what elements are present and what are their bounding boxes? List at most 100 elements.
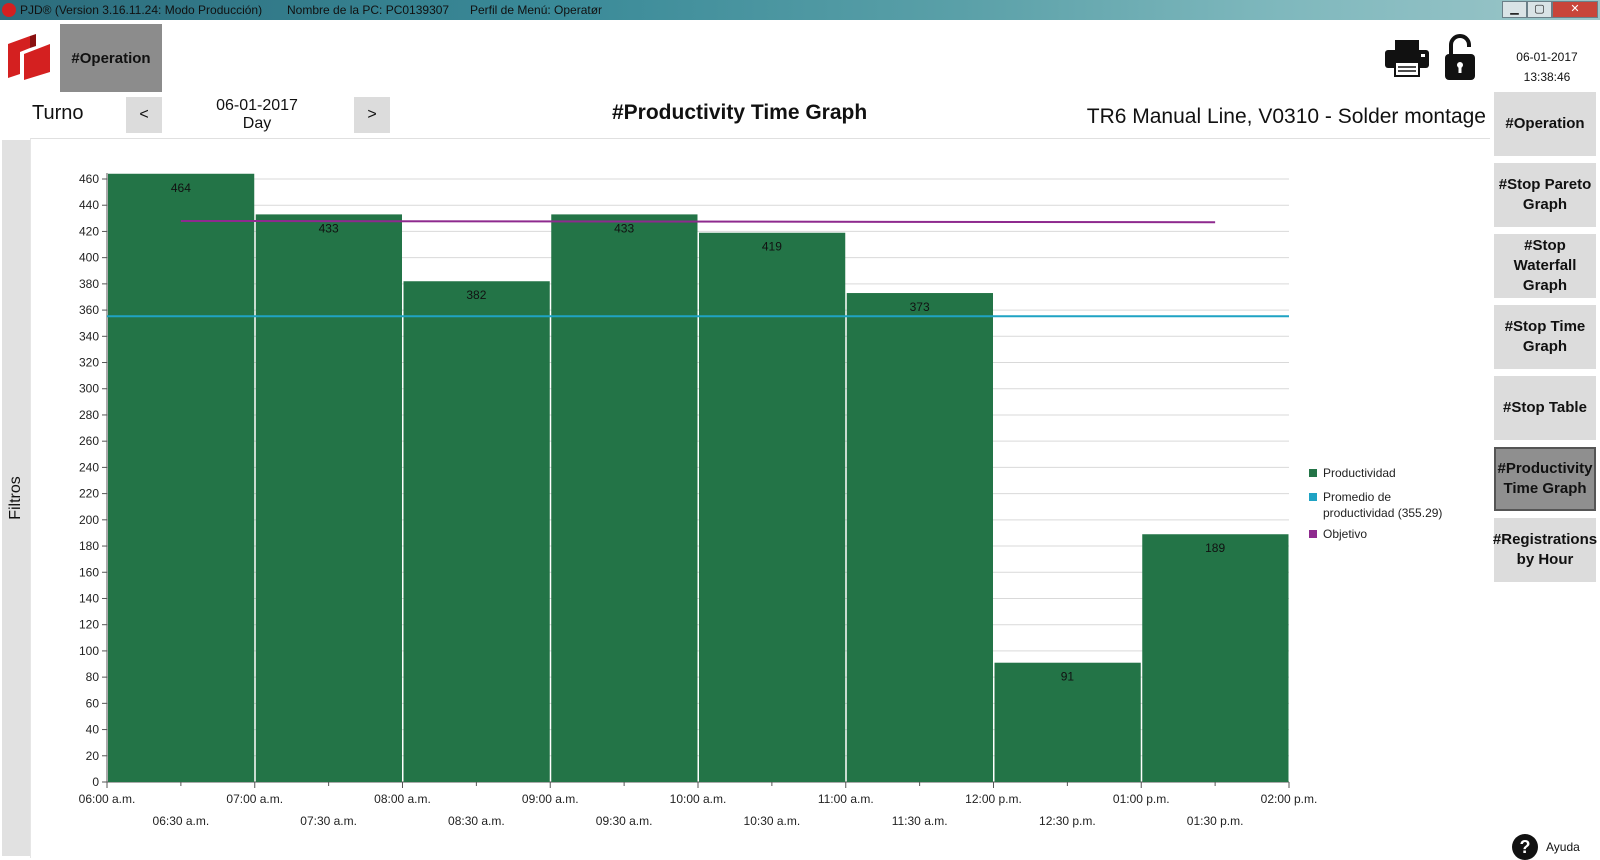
maximize-button[interactable]: ▢	[1527, 1, 1552, 18]
help-icon: ?	[1512, 834, 1538, 860]
close-icon: ✕	[1570, 3, 1580, 15]
line-name: TR6 Manual Line, V0310 - Solder montage	[1086, 105, 1486, 128]
x-major-tick-label: 12:00 p.m.	[965, 792, 1022, 806]
x-major-tick-label: 08:00 a.m.	[374, 792, 431, 806]
y-tick-label: 460	[79, 172, 99, 186]
y-tick-label: 300	[79, 382, 99, 396]
y-tick-label: 400	[79, 251, 99, 265]
company-logo	[8, 34, 50, 80]
minimize-icon: ▁	[1510, 3, 1519, 15]
filters-label: Filtros	[7, 476, 24, 520]
operation-tab[interactable]: #Operation	[60, 24, 162, 92]
y-tick-label: 20	[86, 749, 100, 763]
x-minor-tick-label: 10:30 a.m.	[744, 814, 801, 828]
productivity-bar	[1142, 534, 1289, 782]
x-minor-tick-label: 07:30 a.m.	[300, 814, 357, 828]
legend-label-objetivo: Objetivo	[1323, 527, 1367, 541]
x-minor-tick-label: 01:30 p.m.	[1187, 814, 1244, 828]
x-major-tick-label: 11:00 a.m.	[818, 792, 874, 806]
y-tick-label: 140	[79, 591, 99, 605]
x-major-tick-label: 01:00 p.m.	[1113, 792, 1170, 806]
productivity-bar	[403, 281, 550, 782]
y-tick-label: 40	[86, 723, 100, 737]
y-tick-label: 360	[79, 303, 99, 317]
bar-value-label: 189	[1205, 541, 1225, 555]
bar-value-label: 382	[466, 288, 486, 302]
bar-value-label: 91	[1061, 670, 1075, 684]
nav-registrations-by-hour[interactable]: #Registrations by Hour	[1493, 518, 1597, 582]
selected-period: Day	[242, 115, 272, 132]
title-app: PJD® (Version 3.16.11.24: Modo Producció…	[20, 3, 263, 17]
x-major-tick-label: 10:00 a.m.	[670, 792, 727, 806]
close-button[interactable]: ✕	[1552, 1, 1598, 18]
y-tick-label: 100	[79, 644, 99, 658]
y-tick-label: 120	[79, 618, 99, 632]
productivity-chart: 0 20 40 60 80 100 120 140 160 180 200 220 240 260 280 3…	[79, 172, 1443, 828]
printer-icon[interactable]	[1383, 38, 1431, 78]
bar-value-label: 464	[171, 181, 191, 195]
y-tick-label: 280	[79, 408, 99, 422]
next-button[interactable]: >	[354, 97, 390, 133]
nav-stop-waterfall-graph[interactable]: #Stop Waterfall Graph	[1494, 234, 1596, 298]
productivity-bar	[994, 662, 1141, 782]
clock: 06-01-2017 13:38:46	[1500, 47, 1594, 87]
title-profile: Perfil de Menú: Operatør	[470, 3, 603, 17]
minimize-button[interactable]: ▁	[1502, 1, 1527, 18]
app-icon	[2, 3, 16, 17]
help-button[interactable]: ? Ayuda	[1512, 834, 1580, 860]
nav-stop-table[interactable]: #Stop Table	[1494, 376, 1596, 440]
legend-swatch-productividad	[1309, 469, 1317, 477]
bar-value-label: 373	[910, 300, 930, 314]
x-minor-tick-label: 06:30 a.m.	[153, 814, 210, 828]
x-major-tick-label: 07:00 a.m.	[226, 792, 283, 806]
y-tick-label: 220	[79, 487, 99, 501]
window-title-bar[interactable]: PJD® (Version 3.16.11.24: Modo Producció…	[0, 0, 1600, 20]
bar-value-label: 433	[319, 221, 339, 235]
nav-stop-time-graph[interactable]: #Stop Time Graph	[1494, 305, 1596, 369]
selected-date: 06-01-2017	[216, 97, 298, 114]
productivity-bar	[846, 293, 993, 782]
nav-stop-pareto-graph[interactable]: #Stop Pareto Graph	[1494, 163, 1596, 227]
date-selector[interactable]: 06-01-2017 Day	[190, 97, 324, 133]
productivity-bar	[699, 232, 846, 782]
shift-label: Turno	[32, 102, 84, 124]
y-tick-label: 420	[79, 224, 99, 238]
y-tick-label: 380	[79, 277, 99, 291]
productivity-bar	[108, 173, 255, 782]
legend-swatch-objetivo	[1309, 530, 1317, 538]
x-minor-tick-label: 12:30 p.m.	[1039, 814, 1096, 828]
productivity-bar	[551, 214, 698, 782]
maximize-icon: ▢	[1534, 3, 1545, 15]
chart-panel: 0 20 40 60 80 100 120 140 160 180 200 220 240 260 280 3…	[30, 138, 1490, 858]
previous-button[interactable]: <	[126, 97, 162, 133]
page-title: #Productivity Time Graph	[612, 101, 868, 124]
window-controls: ▁ ▢ ✕	[1502, 1, 1598, 18]
help-label: Ayuda	[1546, 840, 1580, 854]
current-time: 13:38:46	[1523, 70, 1571, 84]
x-major-tick-label: 06:00 a.m.	[79, 792, 136, 806]
y-tick-label: 0	[92, 775, 99, 789]
filters-tab[interactable]: Filtros	[2, 140, 30, 856]
title-pc: Nombre de la PC: PC0139307	[287, 3, 450, 17]
nav-productivity-time-graph[interactable]: #Productivity Time Graph	[1494, 447, 1596, 511]
y-tick-label: 320	[79, 356, 99, 370]
y-tick-label: 160	[79, 565, 99, 579]
y-tick-label: 240	[79, 460, 99, 474]
legend-swatch-promedio	[1309, 493, 1317, 501]
y-tick-label: 180	[79, 539, 99, 553]
y-tick-label: 260	[79, 434, 99, 448]
y-tick-label: 340	[79, 329, 99, 343]
x-minor-tick-label: 09:30 a.m.	[596, 814, 653, 828]
bar-value-label: 433	[614, 221, 634, 235]
y-tick-label: 60	[86, 696, 100, 710]
bar-value-label: 419	[762, 240, 782, 254]
nav-operation[interactable]: #Operation	[1494, 92, 1596, 156]
objective-line	[180, 219, 1216, 224]
x-major-tick-label: 02:00 p.m.	[1261, 792, 1318, 806]
y-tick-label: 200	[79, 513, 99, 527]
unlock-icon[interactable]	[1443, 34, 1477, 82]
x-major-tick-label: 09:00 a.m.	[522, 792, 579, 806]
current-date: 06-01-2017	[1516, 50, 1578, 64]
productivity-bar	[255, 214, 402, 782]
x-minor-tick-label: 11:30 a.m.	[892, 814, 948, 828]
